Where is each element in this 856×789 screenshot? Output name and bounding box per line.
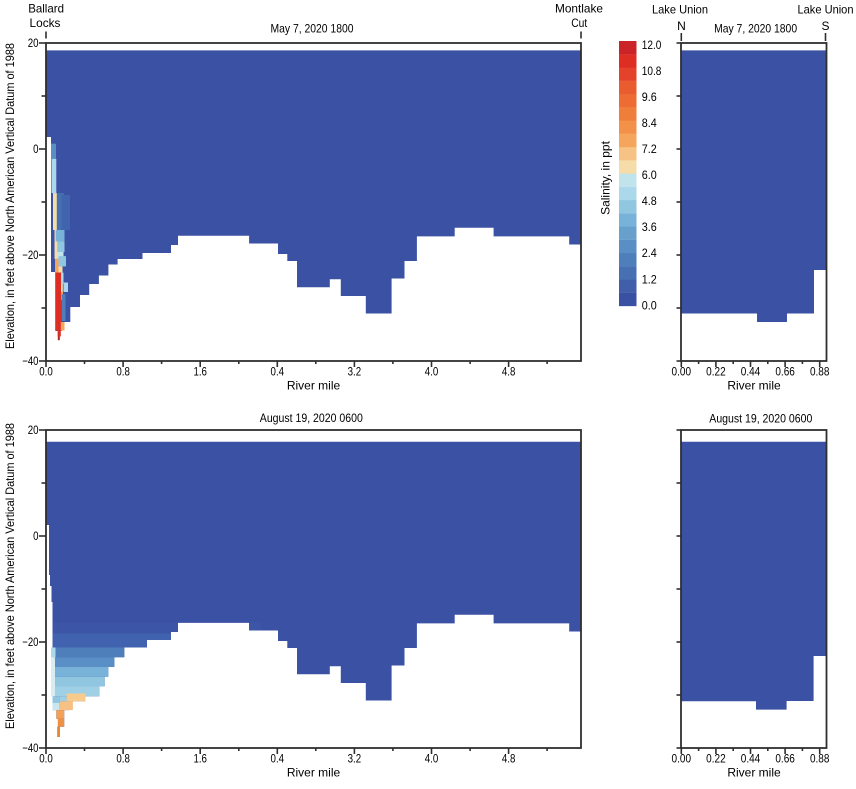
svg-text:10.8: 10.8 [642, 64, 662, 78]
svg-text:20: 20 [28, 423, 39, 437]
svg-text:0.8: 0.8 [116, 752, 130, 766]
svg-text:0: 0 [33, 142, 39, 156]
svg-text:Cut: Cut [571, 16, 588, 30]
svg-text:S: S [821, 19, 829, 33]
svg-text:0.0: 0.0 [39, 365, 53, 379]
svg-text:River mile: River mile [727, 378, 781, 392]
svg-text:20: 20 [28, 36, 39, 50]
svg-text:3.2: 3.2 [348, 365, 362, 379]
svg-text:Lake Union: Lake Union [798, 3, 854, 17]
svg-text:0: 0 [33, 529, 39, 543]
svg-text:−40: −40 [22, 354, 38, 368]
svg-text:August 19, 2020 0600: August 19, 2020 0600 [260, 411, 363, 425]
svg-text:0.0: 0.0 [39, 752, 53, 766]
svg-text:0.66: 0.66 [775, 752, 795, 766]
svg-text:2.4: 2.4 [642, 246, 657, 260]
svg-text:0.22: 0.22 [706, 752, 726, 766]
svg-text:7.2: 7.2 [642, 142, 657, 156]
svg-text:Lake Union: Lake Union [652, 3, 708, 17]
svg-text:1.6: 1.6 [193, 365, 207, 379]
svg-text:3.6: 3.6 [642, 220, 657, 234]
svg-text:River mile: River mile [727, 765, 781, 779]
svg-text:6.0: 6.0 [642, 168, 657, 182]
svg-text:0.88: 0.88 [810, 752, 830, 766]
svg-text:0.0: 0.0 [642, 298, 657, 312]
svg-text:0.8: 0.8 [116, 365, 130, 379]
svg-text:1.6: 1.6 [193, 752, 207, 766]
svg-text:0.00: 0.00 [672, 752, 692, 766]
svg-text:Elevation, in feet above North: Elevation, in feet above North American … [3, 423, 17, 729]
svg-text:−20: −20 [22, 248, 38, 262]
svg-text:May 7, 2020 1800: May 7, 2020 1800 [271, 21, 354, 35]
svg-text:Salinity, in ppt: Salinity, in ppt [599, 140, 613, 214]
svg-text:Elevation, in feet above North: Elevation, in feet above North American … [3, 43, 17, 349]
svg-text:0.4: 0.4 [271, 365, 285, 379]
svg-text:River mile: River mile [287, 765, 341, 779]
svg-text:0.66: 0.66 [775, 365, 795, 379]
svg-text:0.4: 0.4 [271, 752, 285, 766]
svg-text:4.8: 4.8 [502, 752, 516, 766]
svg-text:August 19, 2020 0600: August 19, 2020 0600 [709, 411, 812, 425]
svg-text:May 7, 2020 1800: May 7, 2020 1800 [714, 21, 797, 35]
svg-text:4.0: 4.0 [425, 752, 439, 766]
svg-text:River mile: River mile [287, 378, 341, 392]
svg-text:−40: −40 [22, 741, 38, 755]
svg-text:0.44: 0.44 [741, 752, 761, 766]
svg-text:0.00: 0.00 [672, 365, 692, 379]
svg-text:Montlake: Montlake [555, 1, 603, 15]
svg-text:Ballard: Ballard [28, 1, 64, 15]
svg-text:Locks: Locks [30, 16, 61, 30]
svg-text:4.0: 4.0 [425, 365, 439, 379]
svg-text:0.22: 0.22 [706, 365, 726, 379]
svg-text:12.0: 12.0 [642, 38, 662, 52]
svg-text:4.8: 4.8 [502, 365, 516, 379]
svg-text:0.44: 0.44 [741, 365, 761, 379]
svg-text:4.8: 4.8 [642, 194, 657, 208]
svg-text:3.2: 3.2 [348, 752, 362, 766]
svg-text:8.4: 8.4 [642, 116, 657, 130]
svg-text:1.2: 1.2 [642, 272, 657, 286]
svg-text:−20: −20 [22, 635, 38, 649]
svg-text:9.6: 9.6 [642, 90, 657, 104]
svg-text:N: N [677, 19, 686, 33]
svg-text:0.88: 0.88 [810, 365, 830, 379]
